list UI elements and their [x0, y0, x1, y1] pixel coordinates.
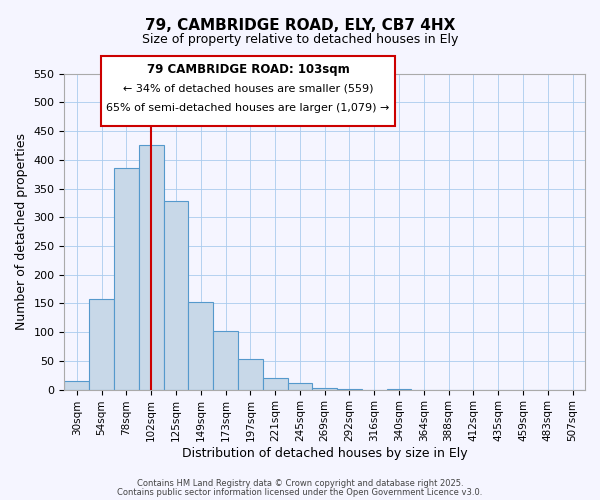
Y-axis label: Number of detached properties: Number of detached properties — [15, 133, 28, 330]
Bar — [89, 300, 114, 390]
Bar — [213, 331, 238, 390]
Bar — [287, 384, 313, 390]
Bar — [313, 388, 337, 390]
Bar — [114, 168, 139, 390]
Text: 79 CAMBRIDGE ROAD: 103sqm: 79 CAMBRIDGE ROAD: 103sqm — [146, 63, 349, 76]
Bar — [64, 381, 89, 390]
Text: 79, CAMBRIDGE ROAD, ELY, CB7 4HX: 79, CAMBRIDGE ROAD, ELY, CB7 4HX — [145, 18, 455, 32]
Bar — [188, 302, 213, 390]
Bar — [263, 378, 287, 390]
Text: Size of property relative to detached houses in Ely: Size of property relative to detached ho… — [142, 32, 458, 46]
Text: Contains public sector information licensed under the Open Government Licence v3: Contains public sector information licen… — [118, 488, 482, 497]
Text: ← 34% of detached houses are smaller (559): ← 34% of detached houses are smaller (55… — [122, 83, 373, 93]
Text: Contains HM Land Registry data © Crown copyright and database right 2025.: Contains HM Land Registry data © Crown c… — [137, 479, 463, 488]
FancyBboxPatch shape — [101, 56, 395, 126]
Text: 65% of semi-detached houses are larger (1,079) →: 65% of semi-detached houses are larger (… — [106, 103, 389, 113]
Bar — [337, 389, 362, 390]
Bar — [386, 389, 412, 390]
Bar — [164, 201, 188, 390]
Bar — [139, 146, 164, 390]
X-axis label: Distribution of detached houses by size in Ely: Distribution of detached houses by size … — [182, 447, 467, 460]
Bar — [238, 358, 263, 390]
